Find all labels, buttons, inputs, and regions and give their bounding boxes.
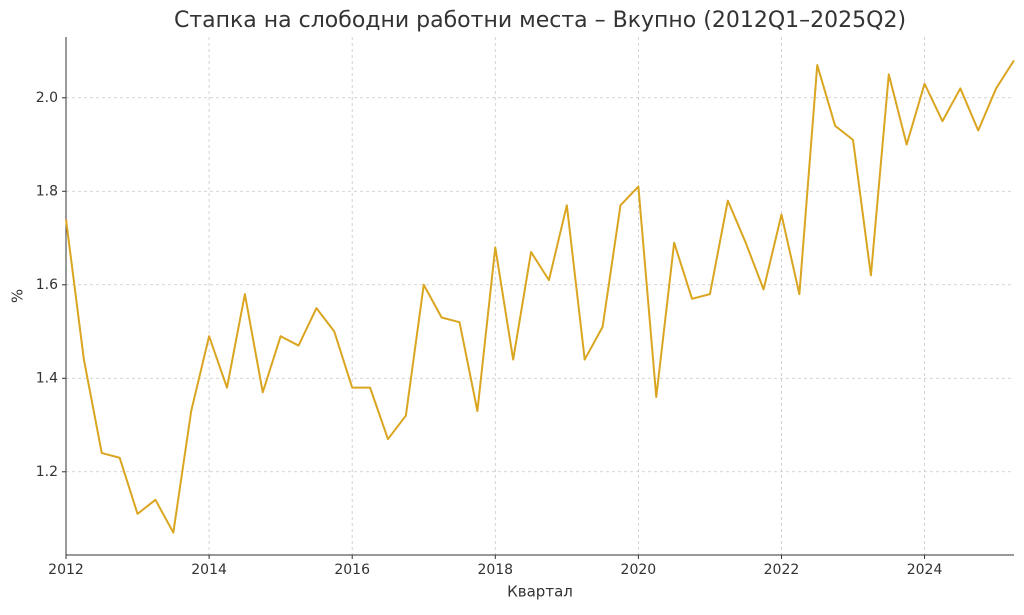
y-tick-label: 1.8 xyxy=(36,183,58,199)
x-tick-label: 2016 xyxy=(334,562,370,578)
y-axis-label: % xyxy=(9,289,27,303)
x-tick-label: 2014 xyxy=(191,562,227,578)
x-tick-label: 2024 xyxy=(907,562,943,578)
y-tick-label: 1.4 xyxy=(36,370,58,386)
chart-title: Стапка на слободни работни места – Вкупн… xyxy=(174,8,906,33)
x-tick-label: 2022 xyxy=(764,562,800,578)
data-line xyxy=(65,59,1015,534)
y-tick-label: 1.6 xyxy=(36,277,58,293)
x-tick-label: 2018 xyxy=(477,562,513,578)
y-tick-label: 2.0 xyxy=(36,90,58,106)
x-tick-label: 2012 xyxy=(48,562,84,578)
x-axis-label: Квартал xyxy=(507,583,573,601)
x-tick-label: 2020 xyxy=(621,562,657,578)
y-tick-label: 1.2 xyxy=(36,464,58,480)
